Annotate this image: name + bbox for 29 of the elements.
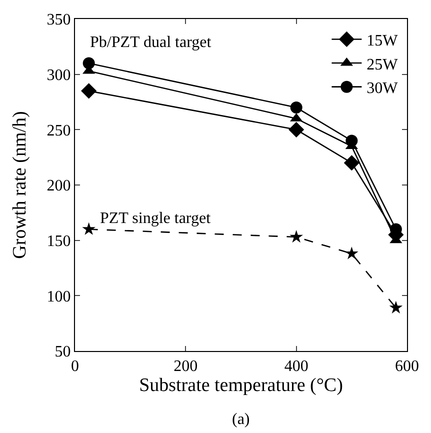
point: [82, 222, 96, 235]
y-axis-title: Growth rate (nm/h): [10, 111, 31, 259]
annotation: Pb/PZT dual target: [90, 34, 212, 51]
x-axis-title: Substrate temperature (°C): [139, 375, 343, 396]
y-tick-label: 100: [46, 288, 71, 306]
point: [290, 102, 302, 114]
legend-label: 25W: [366, 56, 399, 74]
legend-label: 30W: [366, 80, 399, 98]
y-tick-label: 250: [46, 122, 71, 140]
point: [346, 134, 358, 147]
y-tick-label: 200: [46, 178, 71, 195]
y-tick-label: 300: [46, 66, 71, 84]
y-tick-label: 50: [54, 344, 71, 361]
point: [290, 230, 303, 243]
text: (a): [232, 411, 250, 428]
point: [344, 155, 360, 171]
legend-label: 15W: [366, 32, 399, 50]
y-tick-label: 350: [46, 12, 71, 29]
x-tick-label: 200: [174, 358, 198, 376]
point: [389, 300, 403, 314]
point: [81, 83, 97, 99]
annotation: PZT single target: [100, 210, 212, 227]
x-tick-label: 0: [71, 358, 79, 376]
point: [345, 246, 358, 260]
point: [82, 57, 95, 70]
x-tick-label: 400: [284, 358, 308, 376]
point: [288, 122, 304, 138]
y-tick-label: 150: [46, 232, 71, 250]
x-tick-label: 600: [395, 358, 419, 376]
